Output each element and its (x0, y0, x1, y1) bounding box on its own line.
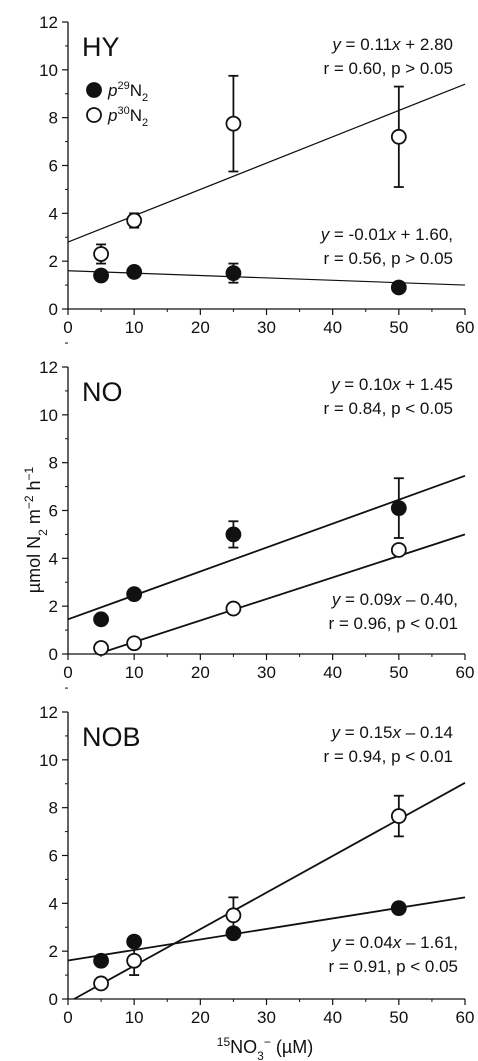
x-tick-label: 30 (257, 1008, 276, 1027)
x-tick-label: 50 (389, 318, 408, 337)
point-p30N2 (126, 952, 143, 969)
x-tick-label: 60 (456, 663, 475, 682)
regression-equation: y = 0.09x – 0.40, (331, 590, 458, 609)
regression-equation: y = 0.10x + 1.45 (330, 375, 453, 394)
y-tick-label: 10 (39, 61, 58, 80)
regression-equation: y = 0.04x – 1.61, (331, 933, 458, 952)
y-tick-label: 4 (49, 549, 58, 568)
x-tick-label: 20 (191, 318, 210, 337)
legend-marker (86, 107, 102, 123)
regression-stats: r = 0.96, p < 0.01 (329, 614, 458, 633)
y-tick-label: 12 (39, 358, 58, 377)
panel-no: 0 2 4 6 8 10 12 0 10 20 30 40 50 60 NO y = 0.10x + 1.45… (39, 342, 475, 682)
regression-equation: y = 0.11x + 2.80 (331, 35, 453, 54)
y-tick-label: 4 (49, 894, 58, 913)
y-tick-label: 10 (39, 751, 58, 770)
legend-label: p30N2 (107, 105, 148, 129)
panel-label: NOB (82, 722, 141, 752)
regression-stats: r = 0.60, p > 0.05 (324, 59, 453, 78)
y-tick-label: 6 (49, 502, 58, 521)
point-p29N2 (93, 611, 109, 628)
x-tick-label: 50 (389, 1008, 408, 1027)
panel-hy: 0 2 4 6 8 10 12 0 10 20 30 40 50 60 HY y = 0.11x + 2.80… (39, 13, 475, 337)
point-p30N2 (390, 128, 407, 145)
y-axis-label: µmol N2 m−2 h−1 (22, 466, 50, 593)
point-p29N2 (225, 265, 242, 282)
x-tick-label: 60 (456, 318, 475, 337)
point-p30N2 (93, 975, 109, 992)
legend-label: p29N2 (107, 80, 148, 104)
y-tick-label: 2 (49, 252, 58, 271)
point-p30N2 (93, 246, 109, 262)
point-p30N2 (126, 212, 143, 229)
x-tick-label: 20 (191, 663, 210, 682)
x-axis-label: 15NO3− (µM) (217, 1035, 313, 1061)
x-tick-label: 10 (125, 1008, 144, 1027)
regression-stats: r = 0.56, p > 0.05 (324, 249, 453, 268)
y-tick-label: 8 (49, 109, 58, 128)
panel-label: NO (82, 377, 123, 407)
point-p30N2 (225, 907, 242, 924)
y-tick-label: 6 (49, 157, 58, 176)
regression-equation: y = 0.15x – 0.14 (331, 723, 453, 742)
point-p30N2 (225, 115, 242, 132)
y-tick-label: 8 (49, 454, 58, 473)
x-tick-label: 40 (323, 663, 342, 682)
x-tick-label: 0 (63, 318, 72, 337)
point-p29N2 (93, 267, 109, 284)
x-tick-label: 20 (191, 1008, 210, 1027)
point-p30N2 (225, 600, 242, 617)
y-tick-label: 4 (49, 204, 58, 223)
regression-stats: r = 0.91, p < 0.05 (329, 957, 458, 976)
x-tick-label: 30 (257, 318, 276, 337)
point-p29N2 (126, 264, 143, 280)
regression-stats: r = 0.94, p < 0.01 (324, 747, 453, 766)
y-tick-label: 0 (49, 990, 58, 1009)
regression-equation: y = -0.01x + 1.60, (320, 225, 453, 244)
point-p29N2 (390, 500, 407, 517)
y-tick-label: 2 (49, 942, 58, 961)
point-p29N2 (126, 586, 143, 603)
y-tick-label: 2 (49, 597, 58, 616)
x-tick-label: 60 (456, 1008, 475, 1027)
x-tick-label: 0 (63, 663, 72, 682)
x-tick-label: 40 (323, 318, 342, 337)
y-tick-label: 12 (39, 13, 58, 32)
x-tick-label: 30 (257, 663, 276, 682)
point-p29N2 (225, 526, 242, 543)
x-tick-label: 50 (389, 663, 408, 682)
y-tick-label: 12 (39, 703, 58, 722)
y-tick-label: 0 (49, 645, 58, 664)
y-tick-label: 0 (49, 300, 58, 319)
point-p30N2 (390, 808, 407, 824)
panel-label: HY (82, 32, 120, 62)
y-tick-label: 6 (49, 847, 58, 866)
point-p30N2 (126, 635, 143, 652)
regression-stats: r = 0.84, p < 0.05 (324, 399, 453, 418)
legend-marker (86, 82, 102, 98)
x-tick-label: 40 (323, 1008, 342, 1027)
point-p29N2 (93, 952, 109, 969)
x-tick-label: 0 (63, 1008, 72, 1027)
x-tick-label: 10 (125, 318, 144, 337)
point-p30N2 (93, 640, 109, 656)
panel-nob: 0 2 4 6 8 10 12 0 10 20 30 40 50 60 NOB y = 0.15x – 0.1… (39, 687, 475, 1027)
y-tick-label: 8 (49, 799, 58, 818)
point-p29N2 (390, 279, 407, 296)
x-tick-label: 10 (125, 663, 144, 682)
point-p30N2 (390, 542, 407, 558)
point-p29N2 (390, 900, 407, 917)
y-tick-label: 10 (39, 406, 58, 425)
